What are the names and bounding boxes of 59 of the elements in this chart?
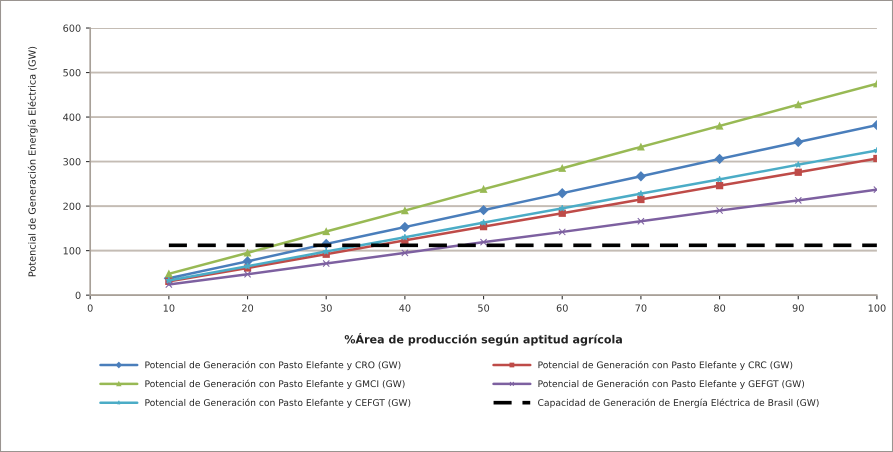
point xyxy=(716,122,724,130)
y-axis-title: Potencial de Generación Energía Eléctrica (GW) xyxy=(28,46,38,276)
point xyxy=(557,188,568,198)
point xyxy=(322,260,330,268)
point xyxy=(637,196,645,204)
point xyxy=(714,154,725,164)
legend-label: Potencial de Generación con Pasto Elefante y CEFGT (GW) xyxy=(145,398,410,408)
point xyxy=(401,234,408,240)
point xyxy=(558,228,566,236)
y-tick-label: 600 xyxy=(63,24,81,32)
point xyxy=(716,182,724,190)
y-tick-label: 100 xyxy=(64,247,81,254)
point xyxy=(478,205,488,216)
point xyxy=(636,171,646,182)
point xyxy=(244,270,252,278)
point xyxy=(558,210,566,217)
legend-label: Potencial de Generación con Pasto Elefante y GEFGT (GW) xyxy=(538,380,804,389)
point xyxy=(637,143,645,151)
point xyxy=(794,168,802,176)
point xyxy=(794,161,802,168)
x-tick-label: 40 xyxy=(399,304,410,312)
legend-label: Potencial de Generación con Pasto Elefante y CRO (GW) xyxy=(145,360,400,370)
y-tick-label: 0 xyxy=(76,292,81,299)
x-tick-label: 80 xyxy=(714,304,726,312)
legend-label: Capacidad de Generación de Energía Eléctrica de Brasil (GW) xyxy=(538,398,819,408)
point xyxy=(794,196,802,204)
point xyxy=(637,190,644,197)
point xyxy=(480,186,488,193)
x-axis-title: %Área de producción según aptitud agrícola xyxy=(344,333,622,346)
point xyxy=(165,280,173,288)
point xyxy=(558,164,566,172)
point xyxy=(716,176,724,182)
y-tick-label: 200 xyxy=(63,202,81,210)
point xyxy=(401,206,409,214)
point xyxy=(165,270,173,278)
x-tick-label: 20 xyxy=(242,304,254,312)
y-tick-label: 300 xyxy=(63,158,81,166)
point xyxy=(401,249,409,257)
x-tick-label: 30 xyxy=(320,304,332,312)
y-tick-label: 400 xyxy=(63,114,81,121)
x-tick-label: 50 xyxy=(478,304,490,312)
point xyxy=(480,238,488,246)
point xyxy=(637,218,645,225)
point xyxy=(400,222,410,232)
point xyxy=(794,100,802,108)
x-tick-label: 90 xyxy=(792,304,804,312)
point xyxy=(244,249,252,257)
point xyxy=(716,206,724,214)
x-tick-label: 70 xyxy=(636,304,646,312)
point xyxy=(793,137,804,147)
legend-label: Potencial de Generación con Pasto Elefante y GMCI (GW) xyxy=(145,380,405,389)
point xyxy=(558,204,566,212)
x-tick-label: 60 xyxy=(556,304,568,312)
legend-label: Potencial de Generación con Pasto Elefante y CRC (GW) xyxy=(538,360,792,370)
x-tick-label: 0 xyxy=(88,304,93,312)
y-tick-label: 500 xyxy=(63,69,81,76)
x-tick-label: 10 xyxy=(164,304,174,312)
point xyxy=(322,228,330,236)
x-tick-label: 100 xyxy=(868,304,886,312)
